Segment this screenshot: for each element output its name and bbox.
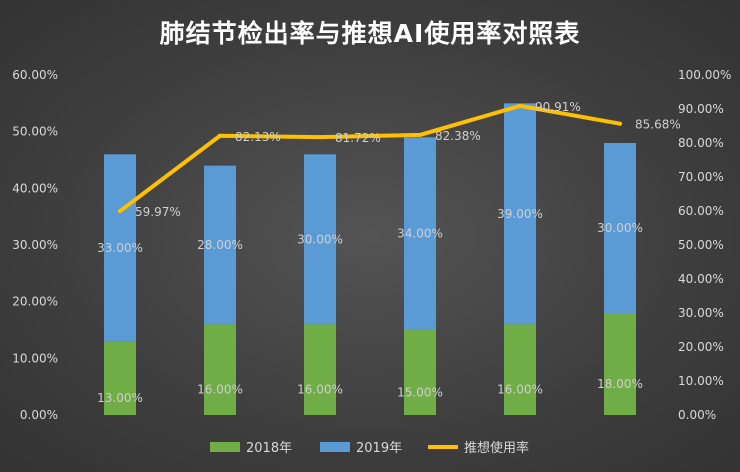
y-left-tick-label: 20.00% xyxy=(12,295,58,309)
usage-rate-point xyxy=(118,209,122,214)
legend-swatch-2019 xyxy=(320,442,350,452)
data-label-2019: 34.00% xyxy=(397,227,443,241)
data-label-usage: 90.91% xyxy=(535,100,581,114)
data-label-2018: 15.00% xyxy=(397,386,443,400)
legend-label-usage: 推想使用率 xyxy=(464,440,529,456)
bar-2018 xyxy=(604,313,636,415)
data-label-usage: 59.97% xyxy=(135,205,181,219)
data-label-2019: 28.00% xyxy=(197,238,243,252)
y-right-tick-label: 50.00% xyxy=(678,238,724,252)
usage-rate-point xyxy=(218,133,222,138)
usage-rate-point xyxy=(418,132,422,137)
y-right-tick-label: 20.00% xyxy=(678,340,724,354)
y-left-tick-label: 10.00% xyxy=(12,351,58,365)
data-label-usage: 82.38% xyxy=(435,129,481,143)
data-label-2018: 18.00% xyxy=(597,377,643,391)
data-label-2019: 30.00% xyxy=(297,232,343,246)
y-left-tick-label: 0.00% xyxy=(20,408,58,422)
data-label-2019: 33.00% xyxy=(97,241,143,255)
y-left-tick-label: 40.00% xyxy=(12,181,58,195)
data-label-usage: 85.68% xyxy=(635,118,681,132)
y-left-tick-label: 30.00% xyxy=(12,238,58,252)
bar-2019 xyxy=(304,154,336,325)
y-right-tick-label: 60.00% xyxy=(678,204,724,218)
y-left-tick-label: 50.00% xyxy=(12,125,58,139)
usage-rate-line xyxy=(118,103,622,214)
usage-rate-point xyxy=(518,103,522,108)
bar-2019 xyxy=(604,143,636,313)
data-label-2018: 16.00% xyxy=(497,383,543,397)
bar-2018 xyxy=(404,330,436,415)
bar-2019 xyxy=(204,165,236,325)
y-right-tick-label: 70.00% xyxy=(678,170,724,184)
data-label-2019: 30.00% xyxy=(597,221,643,235)
bar-2018 xyxy=(504,324,536,415)
bar-2019 xyxy=(404,137,436,330)
chart-title: 肺结节检出率与推想AI使用率对照表 xyxy=(159,19,581,48)
data-label-2018: 16.00% xyxy=(297,383,343,397)
bar-2018 xyxy=(104,341,136,415)
y-right-tick-label: 40.00% xyxy=(678,272,724,286)
data-label-usage: 81.72% xyxy=(335,131,381,145)
y-right-tick-label: 100.00% xyxy=(678,68,731,82)
bar-2019 xyxy=(504,103,536,325)
legend-swatch-2018 xyxy=(210,442,240,452)
y-right-tick-label: 30.00% xyxy=(678,306,724,320)
data-label-usage: 82.13% xyxy=(235,130,281,144)
usage-rate-point xyxy=(618,121,622,126)
y-right-tick-label: 0.00% xyxy=(678,408,716,422)
y-right-tick-label: 80.00% xyxy=(678,136,724,150)
legend-label-2018: 2018年 xyxy=(246,441,292,456)
y-left-tick-label: 60.00% xyxy=(12,68,58,82)
bar-2018 xyxy=(304,324,336,415)
y-right-tick-label: 10.00% xyxy=(678,374,724,388)
legend-label-2019: 2019年 xyxy=(356,441,402,456)
usage-rate-point xyxy=(318,135,322,140)
data-label-2018: 16.00% xyxy=(197,383,243,397)
bar-2018 xyxy=(204,324,236,415)
data-label-2019: 39.00% xyxy=(497,207,543,221)
y-right-tick-label: 90.00% xyxy=(678,102,724,116)
bar-2019 xyxy=(104,154,136,342)
data-label-2018: 13.00% xyxy=(97,391,143,405)
